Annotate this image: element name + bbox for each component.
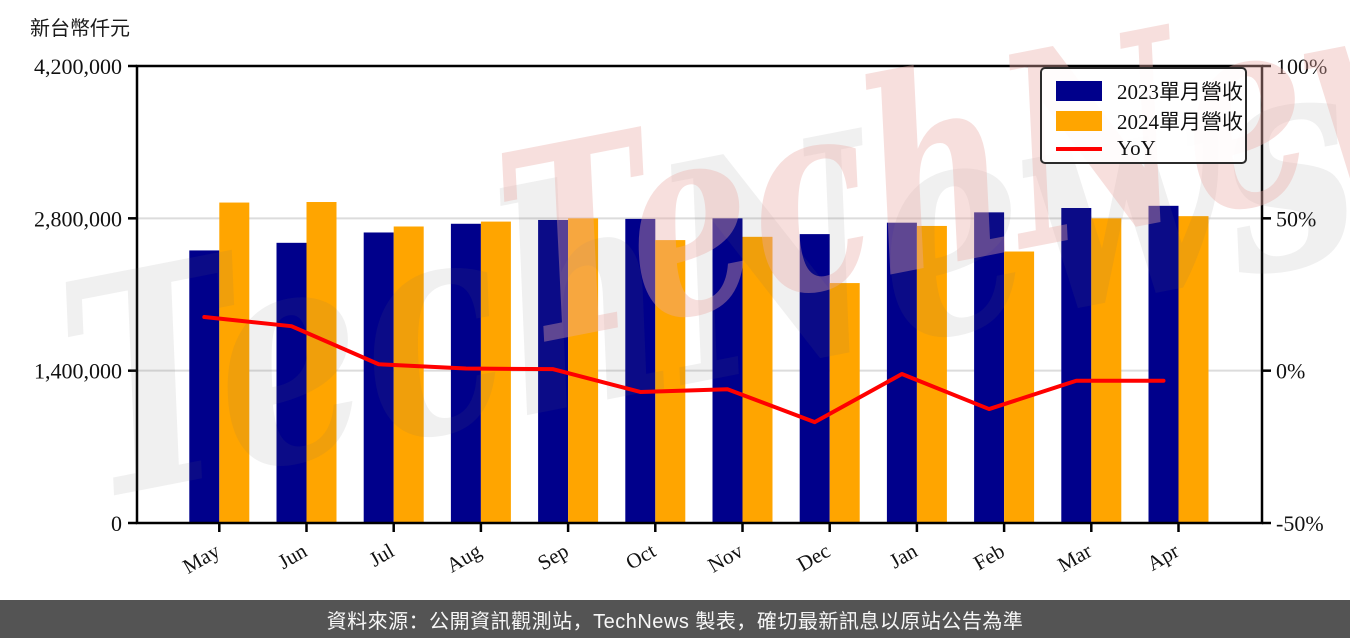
legend-label-2024: 2024單月營收 (1117, 110, 1243, 134)
bar-2024-Oct (655, 240, 686, 523)
legend-item-2024: 2024單月營收 (1056, 106, 1243, 136)
x-axis-tick-label: Jun (274, 538, 312, 574)
bar-2023-Jul (363, 232, 394, 523)
x-axis-tick-label: Aug (442, 538, 486, 577)
bar-2024-Feb (1004, 251, 1035, 523)
bar-2024-Apr (1178, 216, 1209, 523)
right-axis-tick-label: -50% (1276, 511, 1324, 536)
x-axis-tick-label: Sep (533, 539, 572, 576)
bar-2023-Feb (974, 212, 1005, 523)
y-axis-tick-label: 1,400,000 (34, 359, 122, 384)
footer-source-bar: 資料來源：公開資訊觀測站，TechNews 製表，確切最新訊息以原站公告為準 (0, 600, 1350, 638)
bar-2024-Jun (306, 202, 337, 523)
legend: 2023單月營收 2024單月營收 YoY (1040, 67, 1247, 164)
bar-2023-Sep (538, 219, 569, 524)
x-axis-tick-label: Oct (622, 538, 660, 574)
x-axis-tick-label: May (178, 538, 224, 578)
right-axis-tick-label: 0% (1276, 359, 1305, 384)
legend-label-yoy: YoY (1117, 136, 1156, 160)
plot-frame (135, 64, 1264, 525)
legend-swatch-2023-icon (1056, 81, 1102, 101)
bar-2024-Nov (742, 236, 773, 524)
bar-2023-Aug (450, 223, 481, 523)
bar-2023-Apr (1148, 205, 1179, 523)
bar-2024-Dec (829, 283, 860, 523)
right-axis-tick-label: 100% (1276, 54, 1327, 79)
legend-item-yoy: YoY (1056, 136, 1237, 161)
right-axis-tick-label: 50% (1276, 206, 1316, 231)
legend-swatch-2024-icon (1056, 111, 1102, 131)
legend-swatch-yoy-line-icon (1056, 146, 1102, 151)
bar-2023-May (189, 250, 220, 524)
bar-2023-Mar (1061, 207, 1092, 523)
bar-2023-Oct (625, 218, 656, 523)
x-axis-tick-label: Feb (969, 539, 1008, 576)
bar-2024-Mar (1091, 218, 1122, 524)
y-axis-tick-label: 4,200,000 (34, 54, 122, 79)
x-axis-tick-label: Dec (793, 539, 834, 577)
y-axis-unit-label: 新台幣仟元 (30, 18, 130, 40)
x-axis-tick-label: Nov (704, 538, 748, 577)
x-axis-tick-label: Jan (885, 538, 922, 573)
legend-item-2023: 2023單月營收 (1056, 76, 1243, 106)
bar-2024-Jul (393, 226, 424, 523)
footer-source-text: 資料來源：公開資訊觀測站，TechNews 製表，確切最新訊息以原站公告為準 (326, 610, 1024, 633)
x-axis-tick-label: Jul (365, 538, 398, 571)
bar-2023-Jun (276, 242, 307, 523)
bar-2024-Aug (480, 221, 511, 523)
x-axis-tick-label: Apr (1143, 539, 1183, 576)
bar-2023-Dec (799, 234, 830, 523)
y-axis-tick-label: 0 (111, 511, 122, 536)
y-axis-tick-label: 2,800,000 (34, 206, 122, 231)
x-axis-tick-label: Mar (1053, 539, 1095, 577)
bar-2024-Sep (568, 218, 599, 524)
bar-2024-Jan (916, 225, 947, 523)
bar-2023-Nov (712, 218, 743, 524)
bar-2024-May (219, 202, 250, 523)
bar-2023-Jan (886, 222, 917, 523)
legend-label-2023: 2023單月營收 (1117, 80, 1243, 104)
